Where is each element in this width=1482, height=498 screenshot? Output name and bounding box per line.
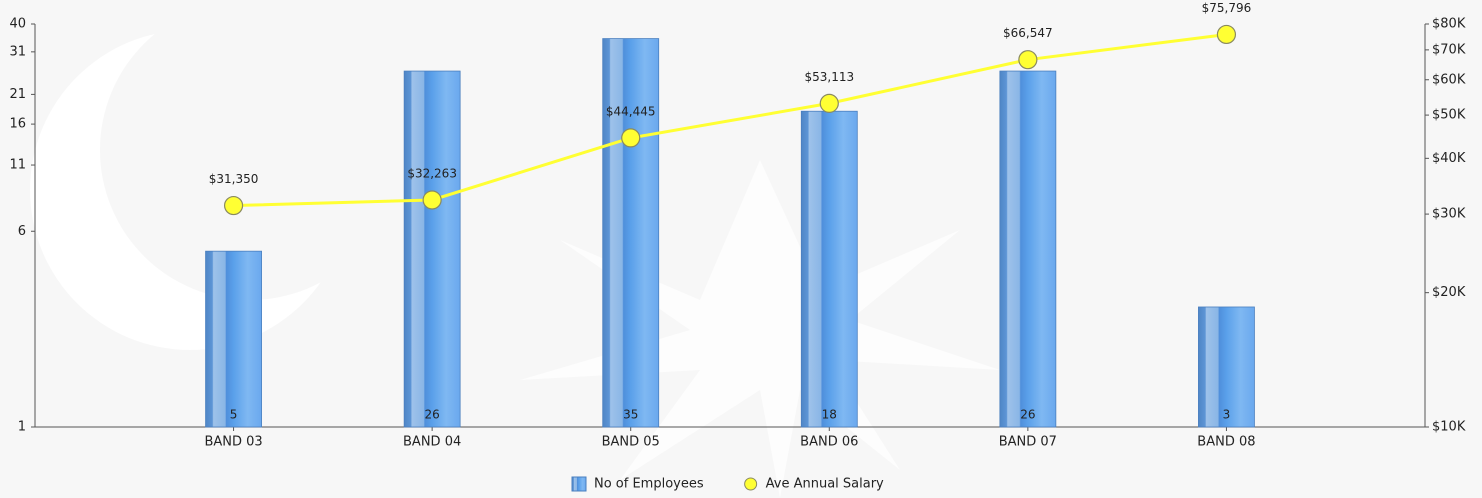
y-tick-label: 21 (9, 87, 26, 102)
bar-value-label: 3 (1223, 408, 1231, 422)
line-value-label: $31,350 (209, 172, 259, 186)
y2-tick-label: $80K (1432, 17, 1466, 32)
watermark (30, 30, 1000, 498)
bar (602, 38, 660, 428)
line-value-label: $75,796 (1202, 1, 1252, 15)
y-tick-label: 16 (9, 117, 26, 132)
bar (800, 110, 858, 428)
y2-tick-label: $60K (1432, 72, 1466, 87)
bar (403, 70, 461, 428)
line-value-label: $53,113 (804, 70, 854, 84)
bar (205, 250, 262, 428)
line-value-label: $44,445 (606, 104, 656, 118)
y2-tick-label: $30K (1432, 207, 1466, 222)
bar (1198, 306, 1255, 428)
y-tick-label: 31 (9, 44, 26, 59)
y2-tick-label: $20K (1432, 285, 1466, 300)
legend-label: No of Employees (594, 477, 704, 492)
line-marker (1216, 24, 1237, 45)
line-marker (1018, 50, 1038, 70)
bar (999, 70, 1057, 428)
bar-value-label: 5 (230, 408, 238, 422)
legend-swatch (571, 476, 587, 492)
y2-tick-label: $10K (1432, 420, 1466, 435)
line-marker (819, 93, 839, 113)
line (233, 32, 1227, 208)
legend-swatch (744, 477, 758, 491)
y2-tick-label: $70K (1432, 42, 1466, 57)
legend-label: Ave Annual Salary (766, 477, 884, 492)
y-tick-label: 1 (18, 420, 26, 435)
x-tick-label: BAND 08 (1197, 435, 1255, 450)
y2-tick-label: $50K (1432, 108, 1466, 123)
line-marker (621, 128, 641, 148)
x-tick-label: BAND 03 (204, 435, 262, 450)
y-tick-label: 11 (9, 158, 26, 173)
x-tick-label: BAND 07 (999, 435, 1057, 450)
y-tick-label: 40 (9, 17, 26, 32)
plot-area: 161116213140$10K$20K$30K$40K$50K$60K$70K… (9, 1, 1466, 492)
x-tick-label: BAND 05 (602, 435, 660, 450)
bar-value-label: 35 (623, 408, 638, 422)
bar-value-label: 26 (425, 408, 440, 422)
line-marker (223, 195, 244, 216)
line-value-label: $66,547 (1003, 26, 1053, 40)
y-tick-label: 6 (18, 224, 26, 239)
bar-value-label: 26 (1020, 408, 1035, 422)
x-tick-label: BAND 04 (403, 435, 461, 450)
line-value-label: $32,263 (407, 166, 457, 180)
bar-value-label: 18 (822, 408, 837, 422)
x-tick-label: BAND 06 (800, 435, 858, 450)
line-marker (422, 190, 442, 210)
y2-tick-label: $40K (1432, 151, 1466, 166)
